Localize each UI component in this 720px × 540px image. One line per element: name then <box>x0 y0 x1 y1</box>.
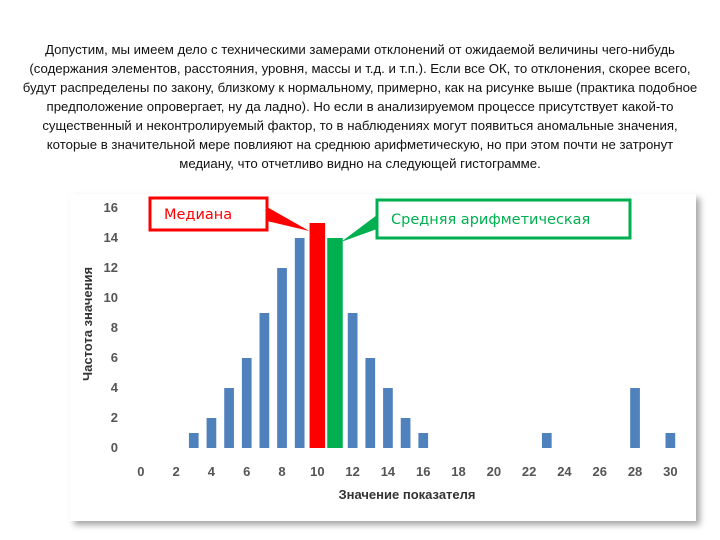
x-tick-label: 12 <box>345 464 359 479</box>
x-tick-label: 28 <box>628 464 642 479</box>
y-tick-label: 14 <box>104 230 119 245</box>
x-tick-label: 16 <box>416 464 430 479</box>
bars <box>188 223 676 448</box>
histogram-chart: 0 2 4 6 8 10 12 14 16 0 2 4 6 8 10 12 14 16 18 20 22 24 26 28 3… <box>70 194 696 521</box>
y-axis-title: Частота значения <box>80 267 95 381</box>
bar <box>241 358 252 448</box>
bar <box>365 358 376 448</box>
x-tick-label: 22 <box>522 464 536 479</box>
x-tick-label: 30 <box>663 464 677 479</box>
bar <box>294 238 305 448</box>
bar-highlight-11 <box>327 238 343 448</box>
bar <box>665 433 676 448</box>
x-tick-label: 2 <box>173 464 180 479</box>
x-tick-label: 4 <box>208 464 216 479</box>
bar <box>400 418 411 448</box>
x-axis-title: Значение показателя <box>338 487 475 502</box>
x-axis-ticks: 0 2 4 6 8 10 12 14 16 18 20 22 24 26 28 30 <box>137 464 677 479</box>
x-tick-label: 20 <box>487 464 501 479</box>
y-tick-label: 6 <box>111 350 118 365</box>
intro-paragraph: Допустим, мы имеем дело с техническими з… <box>22 42 698 171</box>
callout-pointer <box>267 207 310 231</box>
y-axis-ticks: 0 2 4 6 8 10 12 14 16 <box>104 200 119 455</box>
x-tick-label: 24 <box>557 464 572 479</box>
mean-label: Средняя арифметическая <box>391 212 590 228</box>
x-tick-label: 8 <box>278 464 285 479</box>
bar <box>347 313 358 448</box>
bar <box>277 268 287 448</box>
x-tick-label: 10 <box>310 464 324 479</box>
y-tick-label: 12 <box>104 260 118 275</box>
callout-pointer <box>340 215 377 242</box>
bar <box>630 388 640 448</box>
x-tick-label: 0 <box>137 464 144 479</box>
y-tick-label: 4 <box>111 380 119 395</box>
y-tick-label: 10 <box>104 290 118 305</box>
bar <box>188 433 199 448</box>
callout-box <box>375 198 632 240</box>
x-tick-label: 6 <box>243 464 250 479</box>
callout-box <box>148 196 269 232</box>
y-tick-label: 16 <box>104 200 118 215</box>
y-tick-label: 8 <box>111 320 118 335</box>
bar <box>206 418 217 448</box>
x-tick-label: 18 <box>451 464 465 479</box>
median-label: Медиана <box>164 207 232 223</box>
x-tick-label: 26 <box>593 464 607 479</box>
bar <box>418 433 429 448</box>
bar <box>383 388 393 448</box>
bar <box>541 433 552 448</box>
y-tick-label: 0 <box>111 440 118 455</box>
x-tick-label: 14 <box>381 464 396 479</box>
callouts: Медиана Средняя арифметическая <box>148 196 632 242</box>
y-tick-label: 2 <box>111 410 118 425</box>
bar <box>224 388 234 448</box>
bar <box>259 313 270 448</box>
bar-highlight-10 <box>309 223 326 448</box>
